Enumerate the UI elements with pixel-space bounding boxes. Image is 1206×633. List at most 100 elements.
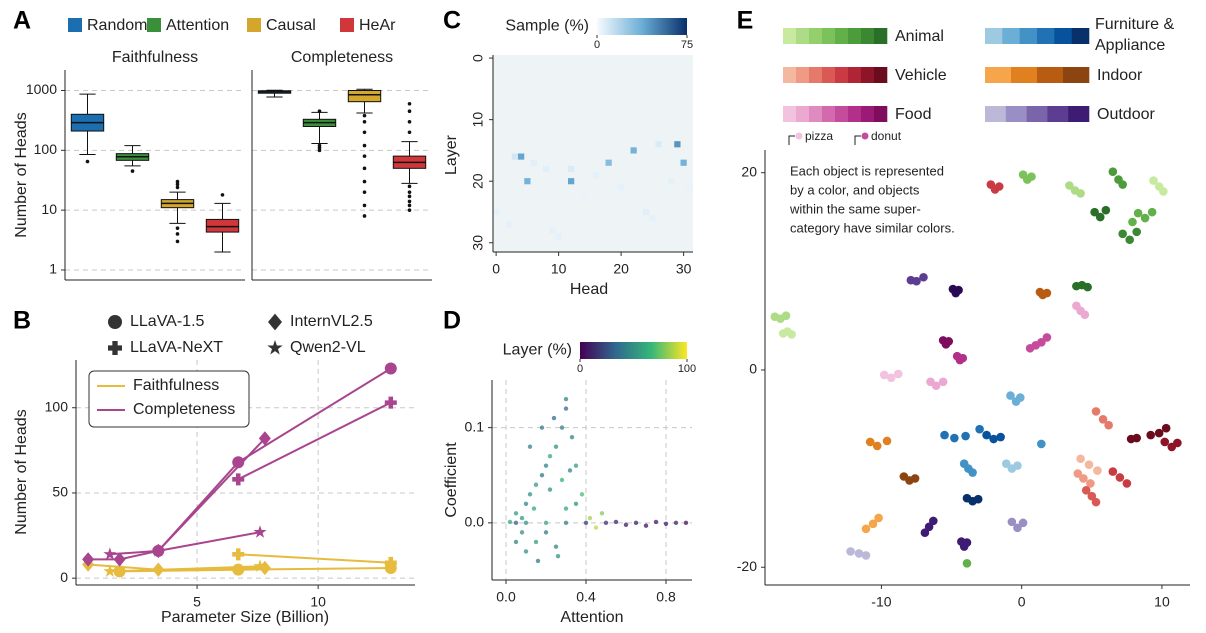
point <box>958 353 968 363</box>
legend-swatch <box>848 106 862 122</box>
point <box>513 520 519 526</box>
point <box>533 539 539 545</box>
point <box>563 520 569 526</box>
point <box>1090 207 1099 217</box>
flier <box>407 109 412 114</box>
point <box>1115 473 1125 482</box>
x-tick-label: 10 <box>1154 594 1170 610</box>
point <box>1037 338 1046 347</box>
y-tick-label: 0 <box>749 361 757 377</box>
y-tick-label: 0 <box>60 569 68 585</box>
point <box>1098 414 1108 424</box>
point <box>523 549 529 554</box>
box <box>347 89 382 103</box>
y-axis-label: Number of Heads <box>13 409 30 534</box>
flier <box>175 179 180 184</box>
point <box>563 406 569 411</box>
heatmap-cell <box>674 141 681 148</box>
heatmap-cell <box>518 153 525 160</box>
legend-swatch <box>809 28 823 44</box>
flier <box>220 193 225 197</box>
legend-swatch <box>796 28 810 44</box>
note-line: by a color, and objects <box>790 182 920 197</box>
point <box>1076 189 1085 198</box>
marker <box>258 560 271 576</box>
legend-swatch <box>861 28 875 44</box>
flier <box>175 232 180 236</box>
point <box>1161 423 1171 433</box>
legend-swatch <box>1047 106 1069 122</box>
legend-swatch <box>1063 67 1090 83</box>
marker <box>103 564 117 577</box>
colorbar-tick-label: 100 <box>678 363 696 375</box>
point <box>989 434 998 444</box>
legend-swatch <box>835 28 849 44</box>
legend-swatch <box>822 28 836 44</box>
point <box>910 474 920 483</box>
callout-line <box>788 135 795 145</box>
point <box>846 547 855 556</box>
point <box>623 522 629 527</box>
callout-label: donut <box>871 129 902 143</box>
point <box>1133 208 1143 218</box>
point <box>1018 518 1028 528</box>
flier <box>317 109 322 114</box>
box <box>205 218 240 233</box>
point <box>1132 227 1141 237</box>
legend-swatch <box>985 28 1003 44</box>
point <box>854 549 864 558</box>
y-axis-label: Layer <box>443 134 460 175</box>
y-axis-label: Number of Heads <box>13 112 30 237</box>
y-tick-label: 1 <box>49 261 57 277</box>
panel-title: Faithfulness <box>112 49 198 66</box>
x-tick-label: 0.4 <box>576 589 596 605</box>
marker <box>113 552 126 567</box>
legend-swatch <box>1019 28 1038 44</box>
legend-swatch <box>848 67 862 83</box>
marker <box>152 544 165 557</box>
legend-swatch <box>147 18 161 32</box>
x-axis-label: Head <box>570 281 608 298</box>
y-tick-label: 0.1 <box>465 418 485 434</box>
point <box>553 444 559 449</box>
legend-swatch <box>1002 28 1020 44</box>
marker <box>384 362 397 375</box>
point <box>643 523 649 528</box>
x-axis-label: Attention <box>560 609 623 626</box>
marker <box>384 556 397 569</box>
flier <box>130 169 135 173</box>
point <box>1084 460 1094 469</box>
point <box>535 558 541 564</box>
point <box>1108 467 1118 476</box>
note-line: Each object is represented <box>790 163 944 178</box>
point <box>1065 181 1074 190</box>
x-axis-label: Parameter Size (Billion) <box>161 609 329 626</box>
heatmap-cell <box>605 159 612 166</box>
point <box>1091 407 1101 416</box>
legend-label: LLaVA-1.5 <box>130 313 205 330</box>
heatmap-cell <box>649 215 656 222</box>
flier <box>407 208 412 212</box>
legend-label: Indoor <box>1097 67 1143 84</box>
legend-swatch <box>861 67 875 83</box>
point <box>1027 172 1036 181</box>
point <box>1132 433 1141 443</box>
legend-label: Outdoor <box>1097 106 1155 123</box>
marker <box>384 396 397 409</box>
heatmap-cell <box>680 159 687 166</box>
x-tick-label: 5 <box>193 594 201 610</box>
point <box>1128 217 1137 227</box>
callout-dot <box>861 132 869 140</box>
legend-swatch <box>1054 28 1072 44</box>
point <box>868 519 878 529</box>
heatmap-background <box>493 55 693 252</box>
heatmap-cell <box>618 184 625 191</box>
panel-label: A <box>13 7 31 35</box>
colorbar-title: Layer (%) <box>503 342 572 359</box>
point <box>533 482 539 487</box>
flier <box>362 143 367 148</box>
legend-label: Random <box>87 17 147 34</box>
point <box>1013 523 1022 533</box>
legend-marker <box>108 315 122 329</box>
